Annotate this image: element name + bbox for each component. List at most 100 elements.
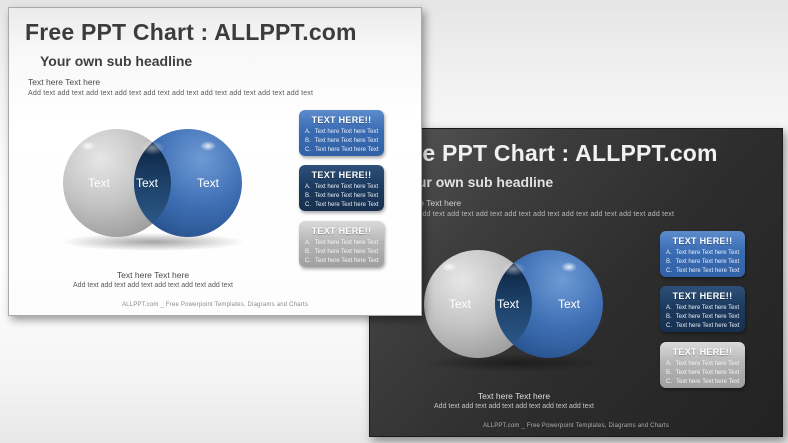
venn-left-label: Text bbox=[88, 176, 111, 190]
callout-item-text: Text here Text here Text bbox=[314, 184, 379, 190]
callout-item-text: Text here Text here Text bbox=[314, 129, 379, 135]
slide-footer: ALLPPT.com _ Free Powerpoint Templates, … bbox=[121, 302, 309, 308]
slide-title: Free PPT Chart : ALLPPT.com bbox=[25, 19, 357, 45]
callout-item: A. Text here Text here Text bbox=[660, 250, 745, 257]
caption-heading: Text here Text here bbox=[116, 270, 190, 280]
callout-item-text: Text here Text here Text bbox=[315, 202, 379, 208]
gloss-highlight-icon bbox=[200, 141, 216, 151]
callout-item-marker: A. bbox=[305, 240, 311, 246]
venn-left-label: Text bbox=[449, 297, 472, 311]
venn-shadow bbox=[422, 354, 606, 372]
callout-item-text: Text here Text here Text bbox=[676, 323, 740, 329]
callout-title: TEXT HERE!! bbox=[672, 347, 733, 357]
venn-shadow bbox=[61, 233, 245, 251]
callout-item-marker: B. bbox=[666, 259, 672, 265]
callout-item-text: Text here Text here Text bbox=[675, 250, 740, 256]
intro-body: Add text add text add text add text add … bbox=[389, 211, 675, 218]
callout-item-marker: C. bbox=[305, 258, 311, 264]
intro-heading: Text here Text here bbox=[389, 198, 462, 208]
callout-item-text: Text here Text here Text bbox=[675, 259, 740, 265]
callout-item-marker: C. bbox=[305, 147, 311, 153]
callout-item: C. Text here Text here Text bbox=[660, 379, 745, 386]
callout-item: C. Text here Text here Text bbox=[660, 323, 745, 330]
callout-item-text: Text here Text here Text bbox=[314, 249, 379, 255]
gloss-highlight-icon bbox=[561, 262, 577, 272]
slide-light: Free PPT Chart : ALLPPT.com Your own sub… bbox=[8, 7, 422, 316]
callout-item-text: Text here Text here Text bbox=[315, 147, 379, 153]
callout-item-text: Text here Text here Text bbox=[675, 305, 740, 311]
gloss-highlight-icon bbox=[441, 262, 457, 272]
venn-right-label: Text bbox=[558, 297, 581, 311]
sub-headline: Your own sub headline bbox=[401, 174, 554, 190]
callout-box: TEXT HERE!! A. Text here Text here Text B… bbox=[660, 231, 745, 277]
gloss-highlight-icon bbox=[501, 262, 526, 276]
callout-item: A. Text here Text here Text bbox=[299, 184, 384, 191]
callout-item-marker: C. bbox=[666, 323, 672, 329]
callout-item-marker: C. bbox=[666, 268, 672, 274]
gloss-highlight-icon bbox=[140, 141, 165, 155]
callout-item-text: Text here Text here Text bbox=[314, 193, 379, 199]
callout-item: C. Text here Text here Text bbox=[299, 258, 384, 265]
callout-item: B. Text here Text here Text bbox=[299, 138, 384, 145]
callout-box: TEXT HERE!! A. Text here Text here Text B… bbox=[299, 110, 384, 156]
intro-block: Text here Text here Add text add text ad… bbox=[389, 198, 769, 218]
callout-item-marker: B. bbox=[305, 249, 311, 255]
caption-block: Text here Text here Add text add text ad… bbox=[416, 391, 612, 410]
callout-title: TEXT HERE!! bbox=[672, 291, 733, 301]
sub-headline: Your own sub headline bbox=[40, 53, 193, 69]
callout-item: A. Text here Text here Text bbox=[299, 129, 384, 136]
callout-item: C. Text here Text here Text bbox=[299, 202, 384, 209]
venn-middle-label: Text bbox=[136, 176, 159, 190]
callout-item: C. Text here Text here Text bbox=[299, 147, 384, 154]
callout-item-marker: B. bbox=[666, 314, 672, 320]
callout-box: TEXT HERE!! A. Text here Text here Text B… bbox=[660, 286, 745, 332]
callout-item-marker: B. bbox=[666, 370, 672, 376]
callout-title: TEXT HERE!! bbox=[672, 236, 733, 246]
callout-item-text: Text here Text here Text bbox=[675, 361, 740, 367]
callout-item-marker: A. bbox=[305, 129, 311, 135]
caption-block: Text here Text here Add text add text ad… bbox=[55, 270, 251, 289]
callout-item-marker: B. bbox=[305, 193, 311, 199]
slide-title: Free PPT Chart : ALLPPT.com bbox=[386, 140, 718, 166]
venn-overlap-region bbox=[133, 142, 172, 224]
venn-diagram: Text Text Text bbox=[422, 250, 606, 372]
callout-item-marker: B. bbox=[305, 138, 311, 144]
callout-item: B. Text here Text here Text bbox=[299, 193, 384, 200]
slide-footer: ALLPPT.com _ Free Powerpoint Templates, … bbox=[482, 423, 670, 429]
callout-item: A. Text here Text here Text bbox=[299, 240, 384, 247]
callout-item: A. Text here Text here Text bbox=[660, 361, 745, 368]
gloss-highlight-icon bbox=[80, 141, 96, 151]
callout-box: TEXT HERE!! A. Text here Text here Text B… bbox=[660, 342, 745, 388]
callout-item-text: Text here Text here Text bbox=[675, 370, 740, 376]
callout-item: A. Text here Text here Text bbox=[660, 305, 745, 312]
caption-heading: Text here Text here bbox=[477, 391, 551, 401]
callout-item: C. Text here Text here Text bbox=[660, 268, 745, 275]
caption-body: Add text add text add text add text add … bbox=[73, 282, 233, 289]
intro-block: Text here Text here Add text add text ad… bbox=[28, 77, 408, 97]
intro-heading: Text here Text here bbox=[28, 77, 101, 87]
callout-title: TEXT HERE!! bbox=[311, 115, 372, 125]
callout-item-text: Text here Text here Text bbox=[314, 240, 379, 246]
callout-item-text: Text here Text here Text bbox=[676, 268, 740, 274]
callout-item: B. Text here Text here Text bbox=[660, 370, 745, 377]
venn-diagram: Text Text Text bbox=[61, 129, 245, 251]
callout-box: TEXT HERE!! A. Text here Text here Text B… bbox=[299, 165, 384, 211]
venn-overlap-region bbox=[494, 263, 533, 345]
slide-dark: Free PPT Chart : ALLPPT.com Your own sub… bbox=[369, 128, 783, 437]
callout-title: TEXT HERE!! bbox=[311, 226, 372, 236]
callout-item-marker: C. bbox=[305, 202, 311, 208]
callout-box: TEXT HERE!! A. Text here Text here Text B… bbox=[299, 221, 384, 267]
caption-body: Add text add text add text add text add … bbox=[434, 403, 594, 410]
callout-item-text: Text here Text here Text bbox=[314, 138, 379, 144]
callout-item: B. Text here Text here Text bbox=[660, 314, 745, 321]
callout-title: TEXT HERE!! bbox=[311, 170, 372, 180]
callout-item-text: Text here Text here Text bbox=[315, 258, 379, 264]
callout-item-marker: A. bbox=[305, 184, 311, 190]
venn-middle-label: Text bbox=[497, 297, 520, 311]
callout-item: B. Text here Text here Text bbox=[299, 249, 384, 256]
callout-item-marker: C. bbox=[666, 379, 672, 385]
callout-item-marker: A. bbox=[666, 361, 672, 367]
callout-item-marker: A. bbox=[666, 250, 672, 256]
callout-item-marker: A. bbox=[666, 305, 672, 311]
